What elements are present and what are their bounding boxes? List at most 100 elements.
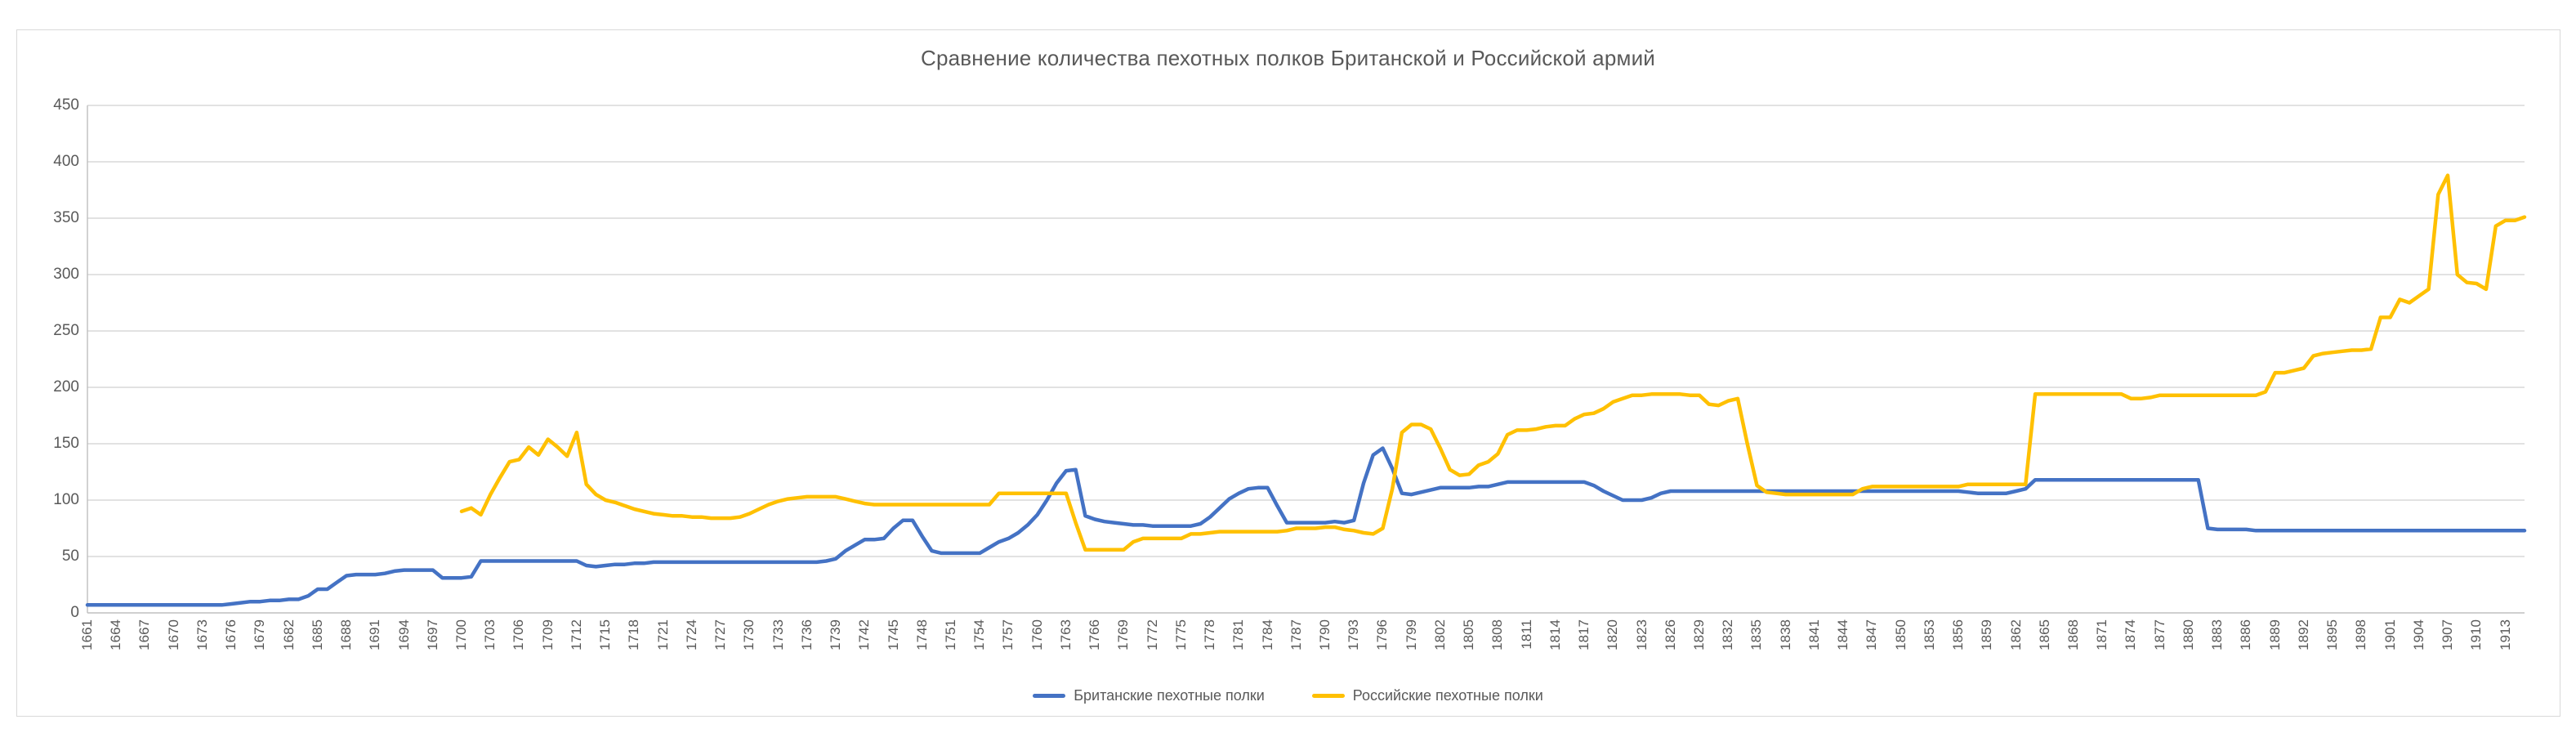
x-tick-label: 1889 [2266, 619, 2283, 650]
x-tick-label: 1742 [856, 619, 873, 650]
x-tick-label: 1754 [971, 619, 988, 650]
x-tick-label: 1877 [2151, 619, 2168, 650]
legend-label-russian: Российские пехотные полки [1352, 687, 1543, 704]
x-tick-label: 1874 [2123, 619, 2139, 650]
x-tick-label: 1661 [79, 619, 95, 650]
x-tick-label: 1910 [2468, 619, 2484, 650]
legend-item-british: Британские пехотные полки [1033, 687, 1265, 704]
x-tick-label: 1790 [1316, 619, 1333, 650]
y-tick-label: 150 [53, 435, 79, 452]
x-tick-label: 1841 [1806, 619, 1822, 650]
x-tick-label: 1799 [1403, 619, 1419, 650]
x-tick-label: 1862 [2007, 619, 2024, 650]
x-tick-label: 1913 [2497, 619, 2513, 650]
x-tick-label: 1817 [1576, 619, 1592, 650]
x-tick-label: 1757 [1000, 619, 1016, 650]
x-tick-label: 1838 [1777, 619, 1793, 650]
y-tick-label: 300 [53, 266, 79, 283]
y-tick-label: 50 [61, 548, 79, 565]
x-tick-label: 1823 [1633, 619, 1650, 650]
x-tick-label: 1880 [2180, 619, 2196, 650]
x-tick-label: 1784 [1259, 619, 1275, 650]
x-tick-label: 1805 [1461, 619, 1477, 650]
x-tick-label: 1907 [2440, 619, 2456, 650]
x-tick-label: 1802 [1431, 619, 1448, 650]
x-tick-label: 1787 [1288, 619, 1304, 650]
x-tick-label: 1775 [1172, 619, 1189, 650]
russian-series-line [459, 173, 2527, 552]
x-tick-label: 1730 [741, 619, 757, 650]
x-tick-label: 1859 [1979, 619, 1995, 650]
x-tick-label: 1898 [2353, 619, 2369, 650]
y-tick-label: 350 [53, 209, 79, 226]
x-tick-label: 1700 [453, 619, 470, 650]
x-tick-label: 1844 [1835, 619, 1851, 650]
x-tick-label: 1670 [165, 619, 181, 650]
x-tick-label: 1721 [654, 619, 671, 650]
x-tick-label: 1739 [828, 619, 844, 650]
x-tick-label: 1865 [2036, 619, 2052, 650]
x-tick-label: 1883 [2209, 619, 2226, 650]
chart-title: Сравнение количества пехотных полков Бри… [920, 46, 1656, 70]
x-tick-label: 1811 [1518, 619, 1534, 650]
x-tick-label: 1868 [2065, 619, 2082, 650]
russian-line-swatch [1311, 694, 1345, 698]
x-tick-label: 1808 [1489, 619, 1506, 650]
legend: Британские пехотные полки Российские пех… [0, 687, 2576, 704]
x-tick-label: 1793 [1346, 619, 1362, 650]
x-tick-label: 1853 [1921, 619, 1937, 650]
x-tick-label: 1901 [2382, 619, 2398, 650]
chart-frame [16, 29, 2560, 717]
x-tick-label: 1829 [1691, 619, 1707, 650]
x-tick-label: 1718 [626, 619, 642, 650]
x-tick-label: 1685 [309, 619, 325, 650]
x-tick-label: 1832 [1720, 619, 1736, 650]
y-tick-label: 0 [70, 604, 79, 621]
x-tick-label: 1706 [511, 619, 527, 650]
x-tick-label: 1712 [568, 619, 584, 650]
x-tick-label: 1769 [1115, 619, 1132, 650]
x-tick-label: 1826 [1662, 619, 1678, 650]
x-tick-label: 1697 [424, 619, 440, 650]
x-tick-label: 1751 [942, 619, 958, 650]
x-tick-label: 1733 [770, 619, 786, 650]
y-tick-label: 250 [53, 322, 79, 339]
x-tick-label: 1688 [338, 619, 355, 650]
x-tick-label: 1763 [1057, 619, 1074, 650]
x-tick-label: 1727 [712, 619, 729, 650]
x-tick-label: 1748 [913, 619, 930, 650]
x-tick-label: 1679 [252, 619, 268, 650]
x-tick-label: 1682 [280, 619, 297, 650]
x-tick-label: 1724 [683, 619, 699, 650]
x-tick-label: 1703 [482, 619, 498, 650]
x-tick-label: 1814 [1547, 619, 1563, 650]
x-tick-label: 1871 [2094, 619, 2110, 650]
x-tick-label: 1676 [223, 619, 239, 650]
y-tick-label: 400 [53, 153, 79, 170]
x-tick-label: 1766 [1087, 619, 1103, 650]
x-tick-label: 1736 [798, 619, 815, 650]
x-tick-label: 1673 [194, 619, 210, 650]
british-series-line [85, 446, 2527, 607]
x-tick-label: 1820 [1605, 619, 1621, 650]
x-tick-label: 1796 [1374, 619, 1391, 650]
y-tick-label: 200 [53, 378, 79, 396]
x-tick-label: 1886 [2238, 619, 2254, 650]
x-tick-label: 1709 [539, 619, 556, 650]
y-tick-label: 450 [53, 96, 79, 114]
x-tick-label: 1778 [1202, 619, 1218, 650]
x-tick-label: 1745 [885, 619, 901, 650]
legend-label-british: Британские пехотные полки [1074, 687, 1265, 704]
legend-item-russian: Российские пехотные полки [1311, 687, 1543, 704]
british-line-swatch [1033, 694, 1066, 698]
y-tick-label: 100 [53, 491, 79, 508]
x-tick-label: 1892 [2295, 619, 2311, 650]
x-tick-label: 1835 [1748, 619, 1765, 650]
x-tick-label: 1856 [1950, 619, 1967, 650]
x-tick-label: 1667 [136, 619, 153, 650]
x-tick-label: 1691 [367, 619, 383, 650]
x-tick-label: 1904 [2410, 619, 2426, 650]
x-tick-label: 1781 [1230, 619, 1247, 650]
x-tick-label: 1694 [395, 619, 412, 650]
